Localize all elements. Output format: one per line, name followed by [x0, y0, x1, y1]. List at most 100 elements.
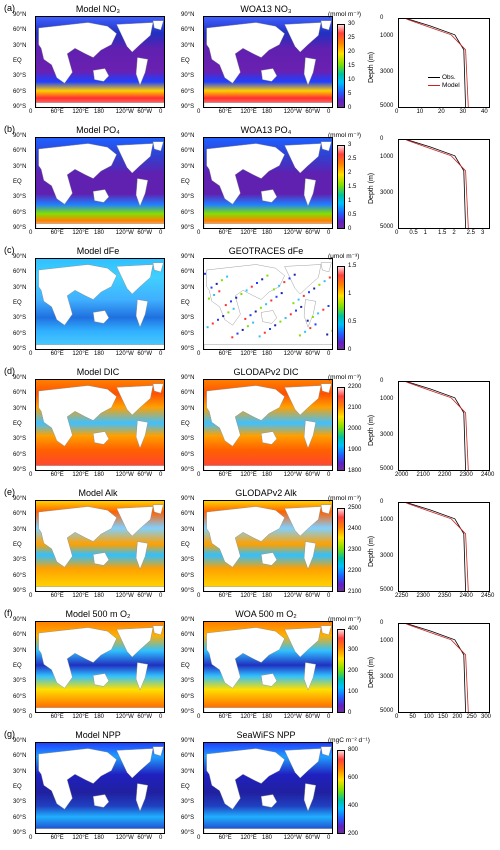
map-panel [35, 258, 165, 350]
lat-tick-label: 90°N [13, 496, 26, 502]
sample-point [326, 334, 328, 336]
landmass [153, 263, 163, 272]
lat-tick-label: 90°N [181, 375, 194, 381]
lon-tick-label: 0 [159, 472, 162, 478]
lat-tick-label: 90°N [181, 254, 194, 260]
lon-tick-label: 60°E [219, 714, 232, 720]
sample-point [207, 326, 209, 328]
profile-lines [399, 624, 489, 712]
sample-point [225, 304, 227, 306]
lat-tick-label: 60°N [13, 27, 26, 33]
sample-point [318, 284, 320, 286]
lat-tick-label: 30°S [13, 678, 26, 684]
landmass [204, 708, 333, 713]
profile-xtick-label: 20 [438, 109, 445, 115]
lat-tick-label: 90°S [181, 709, 194, 715]
lon-tick-label: 180 [94, 351, 104, 357]
lon-tick-label: 60°W [305, 109, 320, 115]
landmass [261, 553, 277, 566]
colorbar-tick-label: 3 [348, 142, 351, 148]
sample-point [256, 282, 258, 284]
lat-tick-label: 60°S [181, 210, 194, 216]
lat-tick-label: 30°N [181, 648, 194, 654]
sample-point [292, 302, 294, 304]
model-profile-line [406, 624, 468, 712]
sample-point [266, 275, 268, 277]
lon-tick-label: 60°E [219, 593, 232, 599]
colorbar-unit: (mmol m⁻³) [328, 494, 361, 502]
depth-profile [398, 502, 490, 592]
landmass [153, 384, 163, 393]
sample-point [317, 312, 319, 314]
lat-tick-label: 60°N [181, 27, 194, 33]
landmass [36, 224, 165, 229]
map-panel [203, 379, 333, 471]
landmass [285, 23, 321, 53]
lon-tick-label: 60°W [137, 109, 152, 115]
sample-point [274, 324, 276, 326]
landmass [204, 829, 333, 834]
lon-tick-label: 120°E [72, 835, 88, 841]
profile-xtick-label: 2300 [417, 593, 430, 599]
lon-tick-label: 180 [94, 230, 104, 236]
sample-point [309, 327, 311, 329]
profile-ytick-label: 3000 [380, 674, 393, 680]
colorbar-tick-label: 1800 [348, 468, 361, 474]
sample-point [216, 283, 218, 285]
lat-tick-label: 90°S [181, 346, 194, 352]
lon-tick-label: 0 [197, 714, 200, 720]
depth-profile [398, 381, 490, 471]
lat-tick-label: EQ [13, 58, 22, 64]
sample-point [212, 323, 214, 325]
lon-tick-label: 0 [29, 593, 32, 599]
lat-tick-label: 90°S [181, 467, 194, 473]
landmass [36, 587, 165, 592]
landmass [36, 466, 165, 471]
profile-ytick-label: 0 [380, 15, 383, 21]
lon-tick-label: 120°W [284, 109, 302, 115]
colorbar-tick-label: 0 [348, 347, 351, 353]
lat-tick-label: 30°N [181, 769, 194, 775]
landmass [136, 542, 148, 570]
map-panel [35, 621, 165, 713]
lon-tick-label: 60°W [305, 714, 320, 720]
sample-point [324, 280, 326, 282]
lat-tick-label: 30°N [13, 285, 26, 291]
profile-ytick-label: 3000 [380, 190, 393, 196]
lat-tick-label: 30°N [181, 527, 194, 533]
lat-tick-label: 30°S [13, 799, 26, 805]
obs-profile-line [408, 19, 466, 107]
lon-tick-label: 180 [94, 835, 104, 841]
landmass [136, 663, 148, 691]
lat-tick-label: 90°N [181, 496, 194, 502]
lon-tick-label: 120°W [284, 230, 302, 236]
profile-ytick-label: 3000 [380, 69, 393, 75]
colorbar-tick-label: 2200 [348, 384, 361, 390]
lat-tick-label: 60°N [181, 390, 194, 396]
sample-point [300, 306, 302, 308]
lon-tick-label: 120°W [284, 351, 302, 357]
profile-xtick-label: 1.5 [438, 230, 446, 236]
lon-tick-label: 120°E [240, 593, 256, 599]
lat-tick-label: 30°S [13, 315, 26, 321]
profile-xtick-label: 0 [395, 714, 398, 720]
lon-tick-label: 120°E [72, 351, 88, 357]
sample-point [313, 288, 315, 290]
sample-point [252, 322, 254, 324]
profile-xtick-label: 150 [438, 714, 448, 720]
colorbar-tick-label: 2300 [348, 547, 361, 553]
landmass [136, 784, 148, 812]
landmass [261, 432, 277, 445]
lat-tick-label: 30°S [13, 436, 26, 442]
landmass [93, 69, 109, 82]
colorbar-unit: (mgC m⁻² d⁻¹) [328, 736, 370, 744]
lon-tick-label: 60°W [305, 472, 320, 478]
profile-xtick-label: 30 [460, 109, 467, 115]
lon-tick-label: 120°W [284, 835, 302, 841]
panel-letter: (f) [4, 608, 13, 618]
lon-tick-label: 0 [159, 835, 162, 841]
colorbar-tick-label: 400 [348, 626, 358, 632]
colorbar-unit: (μmol m⁻³) [328, 252, 359, 260]
lat-tick-label: EQ [181, 663, 190, 669]
